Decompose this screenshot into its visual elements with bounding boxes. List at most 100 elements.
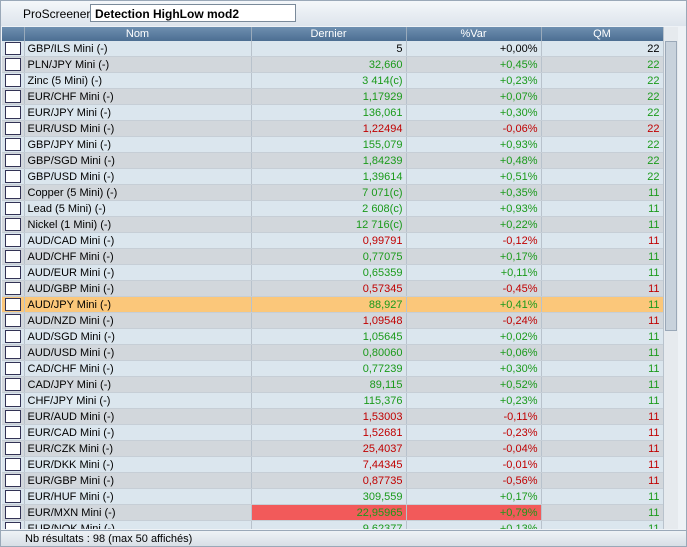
result-row[interactable]: EUR/JPY Mini (-) 136,061 +0,30% 22 [2,104,663,121]
last-cell: 0,65359 [251,264,407,281]
row-icon [2,248,25,265]
column-header[interactable]: Dernier [251,27,407,41]
var-cell: +0,17% [406,248,542,265]
last-cell: 32,660 [251,56,407,73]
scrollbar[interactable] [663,27,678,529]
last-cell: 1,39614 [251,168,407,185]
last-cell: 22,95965 [251,504,407,521]
result-row[interactable]: EUR/CZK Mini (-) 25,4037 -0,04% 11 [2,440,663,457]
row-icon [2,376,25,393]
result-row[interactable]: Zinc (5 Mini) (-) 3 414(c) +0,23% 22 [2,72,663,89]
column-header[interactable]: Nom [24,27,252,41]
row-icon [2,264,25,281]
row-icon [2,456,25,473]
last-cell: 0,77239 [251,360,407,377]
result-row[interactable]: GBP/ILS Mini (-) 5 +0,00% 22 [2,41,663,57]
row-icon [2,168,25,185]
qm-cell: 11 [541,440,663,457]
qm-cell: 22 [541,88,663,105]
last-cell: 1,17929 [251,88,407,105]
last-cell: 1,22494 [251,120,407,137]
result-row[interactable]: GBP/SGD Mini (-) 1,84239 +0,48% 22 [2,152,663,169]
qm-cell: 11 [541,472,663,489]
name-cell: Lead (5 Mini) (-) [24,200,252,217]
row-icon [2,136,25,153]
result-row[interactable]: PLN/JPY Mini (-) 32,660 +0,45% 22 [2,56,663,73]
last-cell: 12 716(c) [251,216,407,233]
qm-cell: 11 [541,488,663,505]
qm-cell: 11 [541,264,663,281]
var-cell: +0,30% [406,104,542,121]
var-cell: -0,04% [406,440,542,457]
row-icon [2,440,25,457]
name-cell: EUR/CAD Mini (-) [24,424,252,441]
qm-cell: 22 [541,41,663,57]
name-cell: EUR/JPY Mini (-) [24,104,252,121]
column-header[interactable]: QM [541,27,663,41]
result-row[interactable]: GBP/JPY Mini (-) 155,079 +0,93% 22 [2,136,663,153]
column-header[interactable]: %Var [406,27,542,41]
last-cell: 88,927 [251,296,407,313]
row-icon [2,312,25,329]
result-row[interactable]: AUD/CHF Mini (-) 0,77075 +0,17% 11 [2,248,663,265]
row-icon [2,392,25,409]
var-cell: +0,30% [406,360,542,377]
result-row[interactable]: Copper (5 Mini) (-) 7 071(c) +0,35% 11 [2,184,663,201]
name-cell: EUR/NOK Mini (-) [24,520,252,529]
result-row[interactable]: AUD/EUR Mini (-) 0,65359 +0,11% 11 [2,264,663,281]
qm-cell: 11 [541,296,663,313]
result-row[interactable]: EUR/CHF Mini (-) 1,17929 +0,07% 22 [2,88,663,105]
name-cell: Zinc (5 Mini) (-) [24,72,252,89]
last-cell: 1,53003 [251,408,407,425]
result-row[interactable]: EUR/CAD Mini (-) 1,52681 -0,23% 11 [2,424,663,441]
scroll-thumb[interactable] [665,41,677,331]
name-cell: EUR/HUF Mini (-) [24,488,252,505]
last-cell: 2 608(c) [251,200,407,217]
result-row[interactable]: CAD/CHF Mini (-) 0,77239 +0,30% 11 [2,360,663,377]
result-row[interactable]: AUD/USD Mini (-) 0,80060 +0,06% 11 [2,344,663,361]
result-row[interactable]: AUD/GBP Mini (-) 0,57345 -0,45% 11 [2,280,663,297]
last-cell: 309,559 [251,488,407,505]
row-icon [2,520,25,529]
last-cell: 1,52681 [251,424,407,441]
qm-cell: 11 [541,376,663,393]
row-icon [2,232,25,249]
result-row[interactable]: GBP/USD Mini (-) 1,39614 +0,51% 22 [2,168,663,185]
name-cell: CHF/JPY Mini (-) [24,392,252,409]
result-row[interactable]: EUR/DKK Mini (-) 7,44345 -0,01% 11 [2,456,663,473]
result-row[interactable]: Nickel (1 Mini) (-) 12 716(c) +0,22% 11 [2,216,663,233]
qm-cell: 11 [541,232,663,249]
qm-cell: 22 [541,120,663,137]
result-row[interactable]: CAD/JPY Mini (-) 89,115 +0,52% 11 [2,376,663,393]
result-row[interactable]: EUR/GBP Mini (-) 0,87735 -0,56% 11 [2,472,663,489]
result-row[interactable]: AUD/SGD Mini (-) 1,05645 +0,02% 11 [2,328,663,345]
result-row[interactable]: EUR/AUD Mini (-) 1,53003 -0,11% 11 [2,408,663,425]
row-icon [2,216,25,233]
header-row: Nom Dernier %Var QM [2,27,663,41]
result-row[interactable]: EUR/USD Mini (-) 1,22494 -0,06% 22 [2,120,663,137]
qm-cell: 11 [541,216,663,233]
var-cell: +0,11% [406,264,542,281]
last-cell: 155,079 [251,136,407,153]
result-row[interactable]: EUR/MXN Mini (-) 22,95965 +0,79% 11 [2,504,663,521]
qm-cell: 22 [541,72,663,89]
result-row[interactable]: AUD/CAD Mini (-) 0,99791 -0,12% 11 [2,232,663,249]
var-cell: -0,06% [406,120,542,137]
results-table: Nom Dernier %Var QM GBP/ILS Mini (-) 5 +0,00%… [2,27,663,529]
var-cell: +0,00% [406,41,542,57]
row-icon [2,424,25,441]
qm-cell: 11 [541,392,663,409]
screener-select[interactable]: Detection HighLow mod2 [90,4,296,22]
result-row[interactable]: Lead (5 Mini) (-) 2 608(c) +0,93% 11 [2,200,663,217]
name-cell: AUD/SGD Mini (-) [24,328,252,345]
qm-cell: 11 [541,344,663,361]
last-cell: 136,061 [251,104,407,121]
result-row[interactable]: EUR/NOK Mini (-) 9,62377 +0,13% 11 [2,520,663,529]
result-row[interactable]: AUD/JPY Mini (-) 88,927 +0,41% 11 [2,296,663,313]
result-row[interactable]: AUD/NZD Mini (-) 1,09548 -0,24% 11 [2,312,663,329]
row-icon [2,41,25,57]
var-cell: -0,01% [406,456,542,473]
last-cell: 7,44345 [251,456,407,473]
result-row[interactable]: CHF/JPY Mini (-) 115,376 +0,23% 11 [2,392,663,409]
result-row[interactable]: EUR/HUF Mini (-) 309,559 +0,17% 11 [2,488,663,505]
